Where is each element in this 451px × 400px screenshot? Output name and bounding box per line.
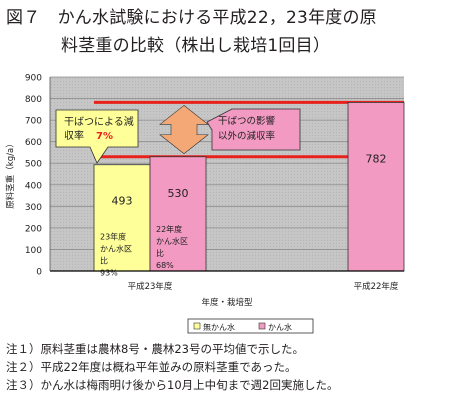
y-tick-label: 200 [25,224,42,234]
callout-box-other [206,108,301,151]
bar-note-label: 比 [100,256,108,266]
x-axis-title: 年度・栽培型 [201,297,253,308]
bar-value-label: 530 [168,187,189,200]
footnote-3: 注３）かん水は梅雨明け後から10月上中旬まで週2回実施した。 [6,378,339,392]
y-tick-label: 900 [25,74,42,84]
callout-text: 収率 [64,129,84,142]
bar-note-label: 比 [156,248,164,258]
bar-note-label: 68% [156,261,174,270]
bar-value-label: 782 [366,152,387,165]
y-tick-label: 500 [25,160,42,170]
callout-text: 干ばつによる減 [64,115,134,128]
y-tick-label: 300 [25,203,42,213]
bar [149,156,207,272]
callout-highlight-value: 7% [96,131,113,142]
footnote-2: 注２）平成22年度は概ね平年並みの原料茎重であった。 [6,360,297,374]
y-tick-label: 800 [25,95,42,105]
bar [347,102,405,272]
title-block: 図７ かん水試験における平成22，23年度の原 料茎重の比較（株出し栽培1回目） [6,4,450,60]
bar-note-label: かん水区 [100,244,132,254]
bar [93,164,151,272]
x-category-label: 平成23年度 [128,281,173,292]
legend-swatch [193,322,201,330]
callout-box-drought [55,109,139,164]
y-tick-label: 0 [36,268,42,278]
double-arrow [159,105,209,155]
callout-text: 以外の減収率 [218,130,276,142]
legend-label: 無かん水 [203,322,235,332]
bar-note-label: 22年度 [156,224,182,234]
chart-area: 493 23年度 かん水区比 93% 530 22年度 かん水区比 68% 782 干ばつによる… [0,62,451,337]
legend-box [187,318,314,334]
figure-title-line-2: 料茎重の比較（株出し栽培1回目） [61,36,331,56]
y-tick-label: 100 [25,246,42,256]
legend-label: かん水 [268,322,292,332]
bar-note-label: かん水区 [156,236,188,246]
y-tick-label: 600 [25,138,42,148]
bar-note-label: 23年度 [100,232,126,242]
y-axis-title: 原料茎重（kg/a） [5,139,16,208]
y-tick-label: 400 [25,181,42,191]
bar-note-label: 93% [100,269,118,278]
y-tick-label: 700 [25,117,42,127]
footnotes: 注１）原料茎重は農林8号・農林23号の平均値で示した。 注２）平成22年度は概ね… [6,340,450,394]
figure-title-line-1: 図７ かん水試験における平成22，23年度の原 [6,8,377,28]
callout-text: 干ばつの影響 [218,115,276,127]
footnote-1: 注１）原料茎重は農林8号・農林23号の平均値で示した。 [6,342,304,356]
bar-value-label: 493 [112,195,133,208]
legend-swatch [258,322,266,330]
x-category-label: 平成22年度 [354,281,399,292]
